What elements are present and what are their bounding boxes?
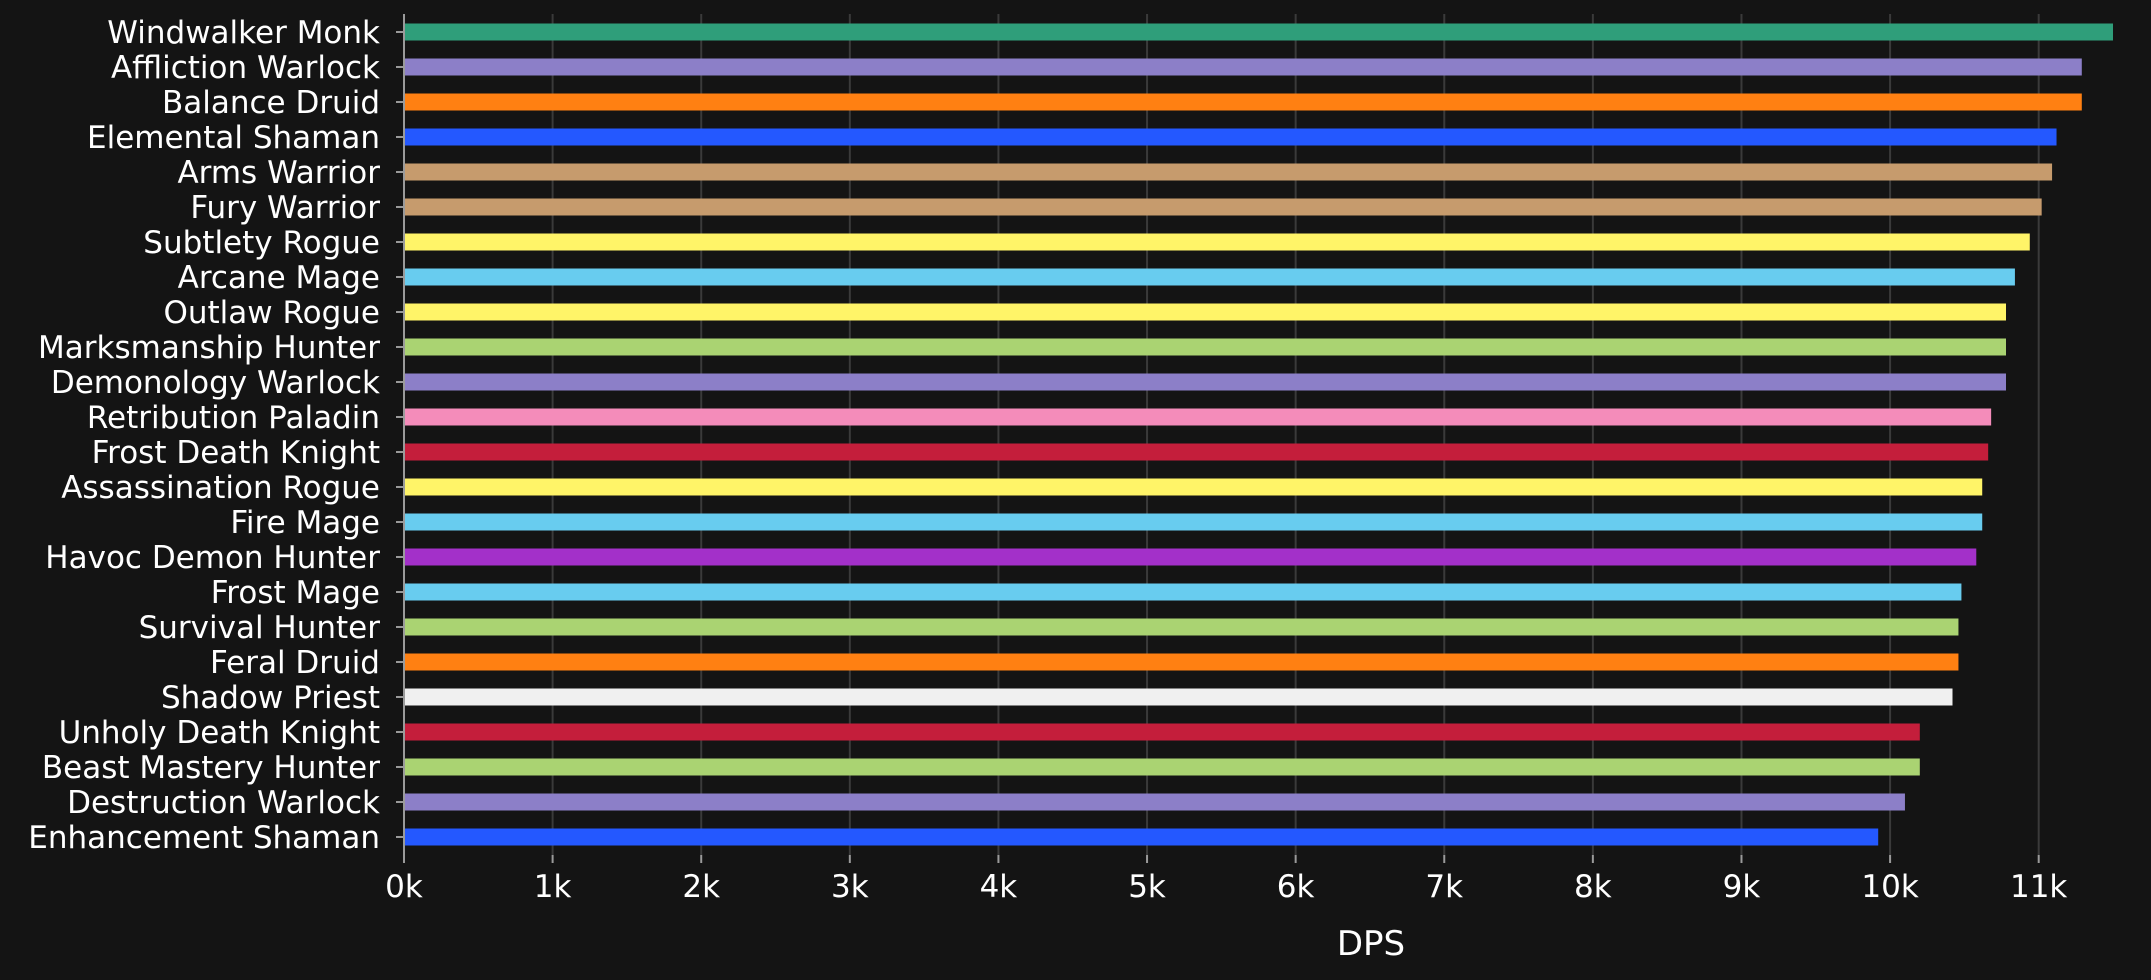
category-label: Havoc Demon Hunter: [45, 540, 380, 576]
bar: [404, 233, 2030, 251]
x-axis-title: DPS: [1337, 924, 1405, 964]
x-tick-label: 4k: [980, 869, 1018, 905]
bar: [404, 268, 2015, 286]
category-label: Balance Druid: [162, 85, 380, 121]
category-label: Fire Mage: [230, 505, 380, 541]
x-tick-label: 2k: [682, 869, 720, 905]
axis-layer: [396, 14, 2040, 863]
bar: [404, 548, 1977, 566]
bar: [404, 828, 1879, 846]
category-label: Demonology Warlock: [51, 365, 380, 401]
bar: [404, 128, 2057, 146]
bar: [404, 58, 2082, 76]
bar: [404, 408, 1992, 426]
bar: [404, 163, 2053, 181]
bar: [404, 758, 1920, 776]
bar: [404, 618, 1959, 636]
bar: [404, 198, 2042, 216]
category-label: Assassination Rogue: [61, 470, 380, 506]
x-tick-label: 8k: [1574, 869, 1612, 905]
category-label: Frost Death Knight: [92, 435, 380, 471]
x-tick-label: 0k: [385, 869, 423, 905]
bar: [404, 688, 1953, 706]
category-label: Fury Warrior: [190, 190, 380, 226]
category-label: Elemental Shaman: [87, 120, 380, 156]
x-tick-label: 7k: [1425, 869, 1463, 905]
category-label: Survival Hunter: [139, 610, 381, 646]
bar: [404, 653, 1959, 671]
category-label: Arcane Mage: [178, 260, 380, 296]
bar: [404, 583, 1962, 601]
bar: [404, 443, 1989, 461]
x-tick-label: 3k: [831, 869, 869, 905]
category-label: Outlaw Rogue: [163, 295, 380, 331]
category-label: Subtlety Rogue: [143, 225, 380, 261]
category-label: Frost Mage: [211, 575, 380, 611]
category-label: Windwalker Monk: [107, 15, 380, 51]
category-label: Retribution Paladin: [87, 400, 380, 436]
x-tick-label: 5k: [1128, 869, 1166, 905]
x-tick-label: 10k: [1861, 869, 1918, 905]
bar: [404, 793, 1905, 811]
x-tick-label: 9k: [1723, 869, 1761, 905]
bar: [404, 23, 2113, 41]
category-label: Feral Druid: [210, 645, 380, 681]
x-tick-label: 1k: [534, 869, 572, 905]
x-tick-label: 6k: [1277, 869, 1315, 905]
bar: [404, 723, 1920, 741]
category-label: Enhancement Shaman: [28, 820, 380, 856]
bar-layer: [404, 23, 2113, 846]
category-label: Arms Warrior: [177, 155, 380, 191]
grid-layer: [551, 14, 2040, 855]
category-label: Destruction Warlock: [67, 785, 380, 821]
category-label: Beast Mastery Hunter: [42, 750, 380, 786]
bar: [404, 303, 2007, 321]
bar: [404, 373, 2007, 391]
bar: [404, 338, 2007, 356]
bar: [404, 478, 1983, 496]
category-label: Marksmanship Hunter: [38, 330, 380, 366]
category-label: Unholy Death Knight: [59, 715, 380, 751]
x-tick-label: 11k: [2010, 869, 2067, 905]
category-label: Shadow Priest: [161, 680, 380, 716]
bar: [404, 513, 1983, 531]
category-label: Affliction Warlock: [111, 50, 380, 86]
bar: [404, 93, 2082, 111]
